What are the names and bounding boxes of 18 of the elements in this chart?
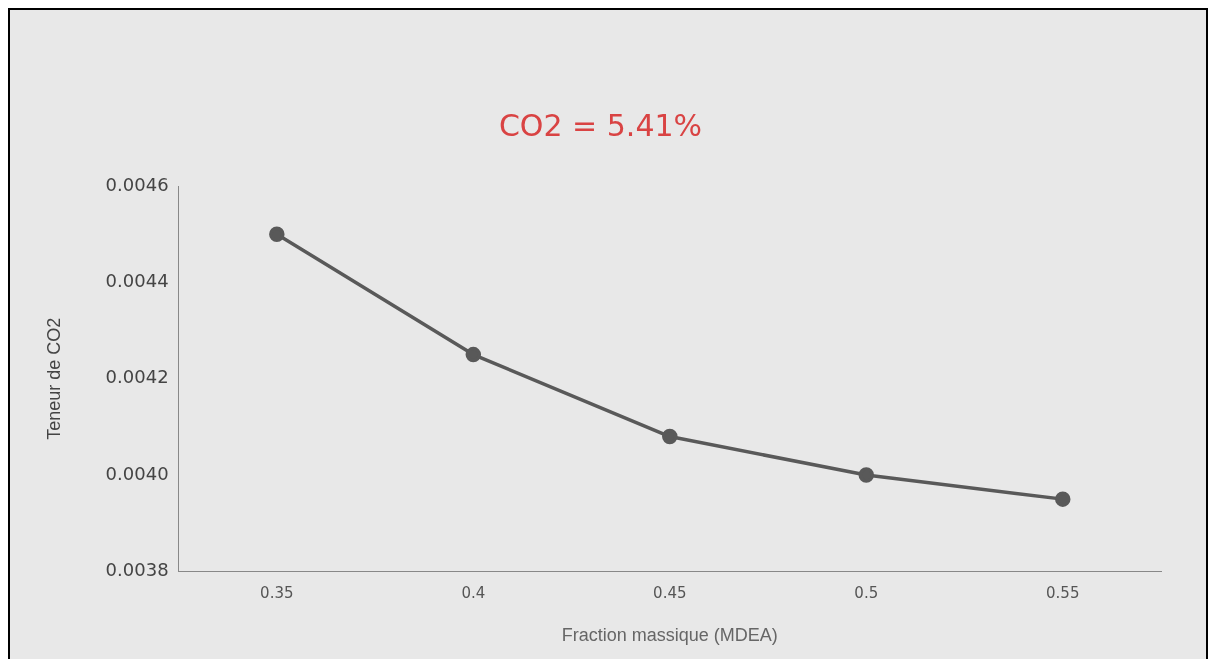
y-tick-label: 0.0044 [105,270,169,292]
chart-title: CO2 = 5.41% [498,107,703,143]
x-tick-label: 0.4 [461,584,486,603]
y-tick-label: 0.0038 [105,559,169,581]
point [1055,491,1071,507]
x-tick-label: 0.5 [854,584,879,603]
y-tick-label: 0.0046 [105,173,169,195]
point [269,226,285,242]
x-tick-label: 0.35 [260,584,294,603]
x-tick-label: 0.45 [653,584,687,603]
point [662,428,678,445]
point [465,346,482,363]
y-tick-label: 0.0040 [105,462,169,484]
point [858,467,875,483]
x-axis-title: Fraction massique (MDEA) [561,625,778,646]
y-tick-label: 0.0042 [105,366,169,388]
x-tick-label: 0.55 [1046,584,1080,603]
y-axis-title: Teneur de CO2 [43,317,64,440]
